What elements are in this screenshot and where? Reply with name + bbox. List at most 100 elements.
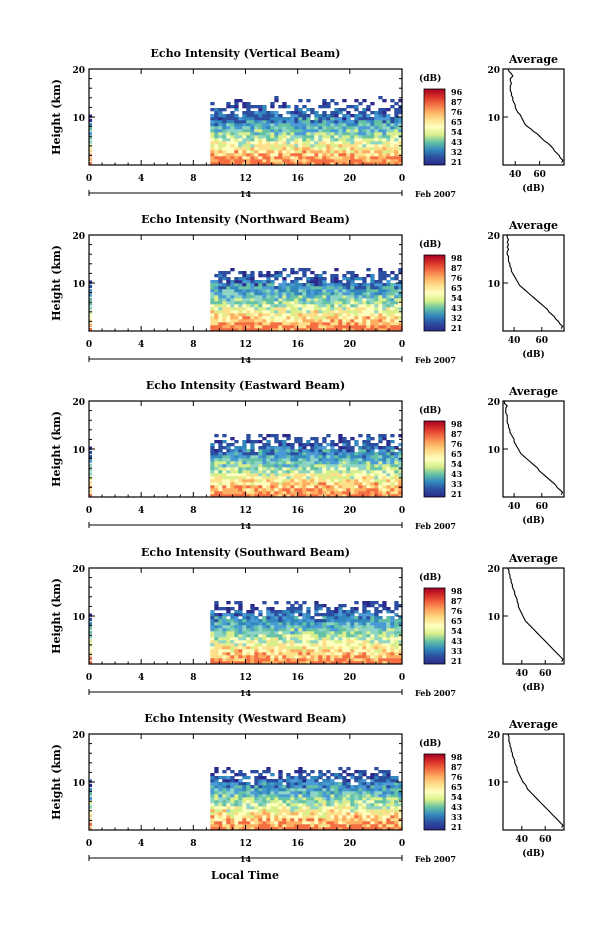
heatmap-cell bbox=[278, 658, 283, 662]
heatmap-cell bbox=[354, 126, 359, 130]
heatmap-cell bbox=[354, 274, 359, 278]
heatmap-cell bbox=[386, 304, 391, 308]
heatmap-cell bbox=[314, 613, 319, 617]
heatmap-cell bbox=[374, 310, 379, 314]
heatmap-cell bbox=[226, 625, 231, 629]
heatmap-cell bbox=[370, 443, 375, 447]
heatmap-cell bbox=[214, 770, 219, 774]
heatmap-cell bbox=[370, 803, 375, 807]
heatmap-cell bbox=[290, 616, 295, 620]
heatmap-cell bbox=[298, 655, 303, 659]
heatmap-cell bbox=[366, 470, 371, 474]
heatmap-cell bbox=[366, 812, 371, 816]
heatmap-cell bbox=[290, 461, 295, 465]
heatmap-cell bbox=[210, 476, 215, 480]
heatmap-cell bbox=[266, 788, 271, 792]
heatmap-cell bbox=[362, 604, 367, 608]
heatmap-cell bbox=[318, 797, 323, 801]
heatmap-cell bbox=[282, 794, 287, 798]
heatmap-cell bbox=[330, 803, 335, 807]
heatmap-cell bbox=[338, 485, 343, 489]
heatmap-cell bbox=[262, 776, 267, 780]
heatmap-cell bbox=[362, 794, 367, 798]
heatmap-cell bbox=[342, 827, 347, 831]
heatmap-cell bbox=[282, 488, 287, 492]
heatmap-cell bbox=[290, 141, 295, 145]
heatmap-cell bbox=[370, 322, 375, 326]
heatmap-cell bbox=[314, 491, 319, 495]
heatmap-cell bbox=[286, 785, 291, 789]
heatmap-cell bbox=[294, 473, 299, 477]
heatmap-cell bbox=[210, 655, 215, 659]
heatmap-cell bbox=[354, 791, 359, 795]
heatmap-cell bbox=[298, 322, 303, 326]
heatmap-cell bbox=[89, 306, 92, 310]
heatmap-cell bbox=[242, 652, 247, 656]
heatmap-cell bbox=[370, 601, 375, 605]
heatmap-cell bbox=[342, 788, 347, 792]
heatmap-cell bbox=[346, 619, 351, 623]
heatmap-cell bbox=[326, 123, 331, 127]
heatmap-cell bbox=[302, 797, 307, 801]
heatmap-cell bbox=[318, 607, 323, 611]
heatmap-cell bbox=[246, 325, 251, 329]
heatmap-cell bbox=[290, 607, 295, 611]
heatmap-cell bbox=[314, 601, 319, 605]
heatmap-cell bbox=[262, 319, 267, 323]
heatmap-cell bbox=[302, 120, 307, 124]
heatmap-cell bbox=[374, 491, 379, 495]
heatmap-cell bbox=[210, 824, 215, 828]
heatmap-cell bbox=[230, 613, 235, 617]
heatmap-cell bbox=[334, 295, 339, 299]
heatmap-cell bbox=[362, 640, 367, 644]
heatmap-cell bbox=[322, 328, 327, 332]
heatmap-cell bbox=[390, 634, 395, 638]
heatmap-cell bbox=[350, 473, 355, 477]
heatmap-cell bbox=[370, 153, 375, 157]
heatmap-cell bbox=[370, 622, 375, 626]
heatmap-cell bbox=[350, 797, 355, 801]
heatmap-cell bbox=[362, 634, 367, 638]
heatmap-cell bbox=[214, 616, 219, 620]
heatmap-cell bbox=[362, 646, 367, 650]
heatmap-cell bbox=[298, 610, 303, 614]
heatmap-cell bbox=[298, 138, 303, 142]
heatmap-cell bbox=[342, 147, 347, 151]
heatmap-cell bbox=[254, 655, 259, 659]
heatmap-cell bbox=[262, 310, 267, 314]
heatmap-cell bbox=[302, 467, 307, 471]
heatmap-cell bbox=[262, 803, 267, 807]
heatmap-cell bbox=[254, 322, 259, 326]
heatmap-cell bbox=[334, 283, 339, 287]
heatmap-cell bbox=[366, 628, 371, 632]
heatmap-cell bbox=[266, 319, 271, 323]
heatmap-cell bbox=[330, 135, 335, 139]
heatmap-cell bbox=[238, 307, 243, 311]
heatmap-cell bbox=[230, 458, 235, 462]
heatmap-cell bbox=[270, 797, 275, 801]
heatmap-cell bbox=[226, 304, 231, 308]
heatmap-cell bbox=[210, 631, 215, 635]
heatmap-cell bbox=[298, 268, 303, 272]
heatmap-cell bbox=[326, 316, 331, 320]
heatmap-cell bbox=[218, 791, 223, 795]
heatmap-cell bbox=[242, 619, 247, 623]
heatmap-cell bbox=[246, 117, 251, 121]
heatmap-cell bbox=[278, 162, 283, 166]
heatmap-cell bbox=[326, 482, 331, 486]
heatmap-cell bbox=[89, 297, 92, 302]
heatmap-cell bbox=[234, 105, 239, 109]
heatmap-cell bbox=[278, 776, 283, 780]
heatmap-cell bbox=[314, 313, 319, 317]
heatmap-cell bbox=[326, 322, 331, 326]
heatmap-cell bbox=[398, 604, 403, 608]
heatmap-cell bbox=[298, 304, 303, 308]
heatmap-cell bbox=[290, 138, 295, 142]
heatmap-cell bbox=[394, 782, 399, 786]
heatmap-cell bbox=[314, 461, 319, 465]
heatmap-cell bbox=[350, 129, 355, 133]
heatmap-cell bbox=[242, 126, 247, 130]
heatmap-cell bbox=[318, 446, 323, 450]
heatmap-cell bbox=[270, 619, 275, 623]
heatmap-cell bbox=[226, 313, 231, 317]
